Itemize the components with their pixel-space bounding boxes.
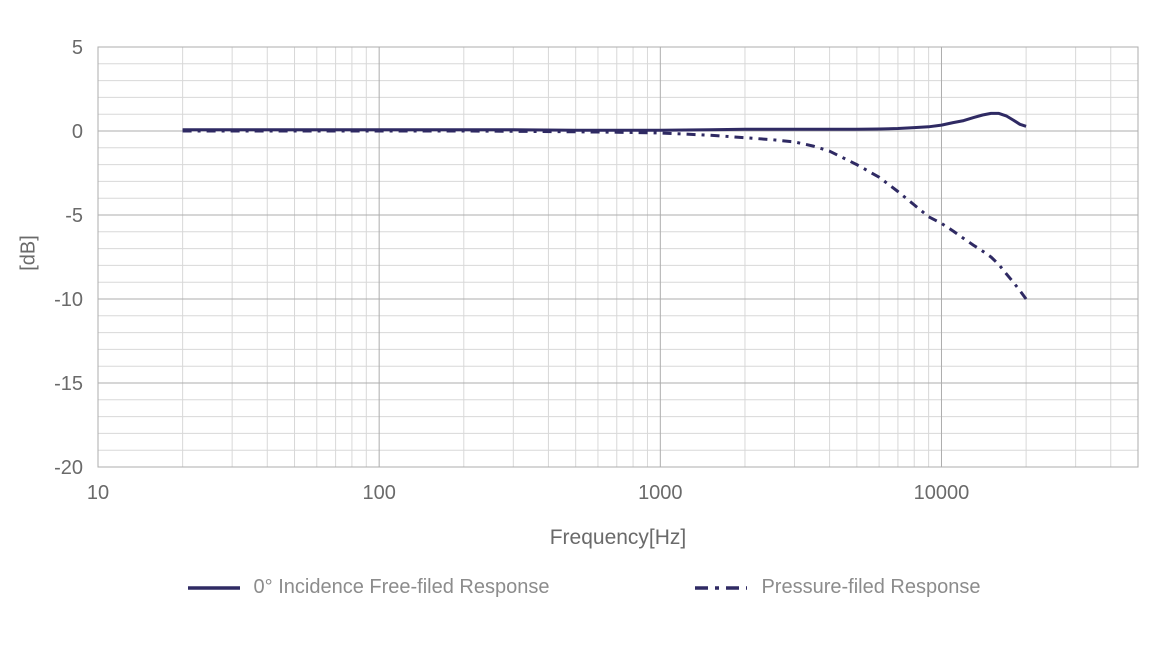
plot-area: 10 100 1000 10000 5 0 -5 -10 -15 -20 bbox=[54, 37, 1139, 504]
x-tick-label: 10 bbox=[87, 482, 109, 504]
legend: 0° Incidence Free-filed Response Pressur… bbox=[0, 576, 1167, 599]
series-pressure-line bbox=[182, 129, 1028, 300]
y-axis-title: [dB] bbox=[17, 235, 40, 271]
y-tick-label: 0 bbox=[72, 121, 83, 143]
y-tick-label: -15 bbox=[54, 373, 83, 395]
legend-label-pressure: Pressure-filed Response bbox=[761, 576, 981, 598]
x-tick-label: 100 bbox=[362, 482, 395, 504]
legend-item-free-field: 0° Incidence Free-filed Response bbox=[187, 576, 550, 599]
y-tick-label: -10 bbox=[54, 289, 83, 311]
dash-dot-line-swatch-icon bbox=[695, 585, 748, 590]
series-free-field-line bbox=[182, 111, 1027, 132]
y-tick-label: -5 bbox=[65, 205, 83, 227]
legend-label-free-field: 0° Incidence Free-filed Response bbox=[253, 576, 550, 598]
solid-line-swatch-icon bbox=[187, 585, 240, 590]
legend-item-pressure: Pressure-filed Response bbox=[694, 576, 980, 599]
plot-frame bbox=[97, 46, 1139, 468]
x-tick-label: 1000 bbox=[638, 482, 683, 504]
y-tick-label: -20 bbox=[54, 457, 83, 479]
y-tick-label: 5 bbox=[72, 37, 83, 59]
x-tick-label: 10000 bbox=[914, 482, 970, 504]
x-axis-title: Frequency[Hz] bbox=[549, 526, 687, 549]
